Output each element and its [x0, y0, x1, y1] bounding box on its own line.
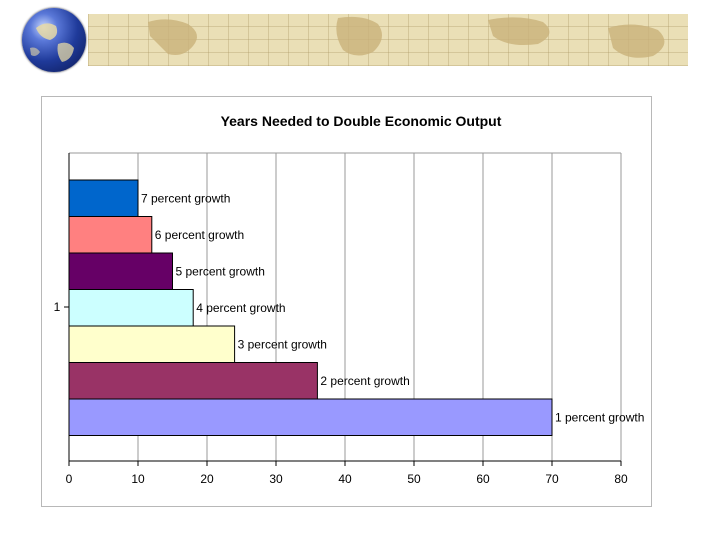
- bar-label: 6 percent growth: [155, 228, 244, 242]
- x-tick-labels: 0 10 20 30 40 50 60 70 80: [66, 472, 628, 486]
- bar-label: 1 percent growth: [555, 410, 644, 424]
- bar-label: 4 percent growth: [196, 301, 285, 315]
- globe-icon: [22, 8, 86, 72]
- bar-chart: Years Needed to Double Economic Output 7…: [54, 113, 645, 486]
- x-tick-label: 70: [545, 472, 559, 486]
- x-tick-label: 60: [476, 472, 490, 486]
- bar: [68, 289, 194, 327]
- bar: [68, 362, 318, 400]
- bar-label: 3 percent growth: [238, 337, 327, 351]
- bar-labels: 7 percent growth 6 percent growth 5 percen…: [141, 191, 644, 424]
- bars: [68, 179, 553, 436]
- bar: [68, 216, 153, 254]
- x-tick-label: 0: [66, 472, 73, 486]
- bar-label: 2 percent growth: [320, 374, 409, 388]
- bar: [68, 325, 236, 363]
- world-map-icon: [148, 16, 665, 58]
- bar-label: 5 percent growth: [176, 264, 265, 278]
- bar-label: 7 percent growth: [141, 191, 230, 205]
- x-tick-label: 10: [131, 472, 145, 486]
- chart-container: Years Needed to Double Economic Output 7…: [41, 96, 652, 507]
- x-tick-label: 40: [338, 472, 352, 486]
- chart-title: Years Needed to Double Economic Output: [221, 113, 502, 129]
- x-tick-label: 80: [614, 472, 628, 486]
- x-tick-label: 50: [407, 472, 421, 486]
- axes: [64, 152, 622, 466]
- bar: [68, 179, 139, 217]
- x-tick-label: 20: [200, 472, 214, 486]
- bar: [68, 252, 173, 290]
- world-map-banner: [88, 14, 688, 66]
- category-label: 1: [54, 300, 61, 314]
- bar: [68, 398, 553, 436]
- x-tick-label: 30: [269, 472, 283, 486]
- grid-lines: [137, 153, 622, 461]
